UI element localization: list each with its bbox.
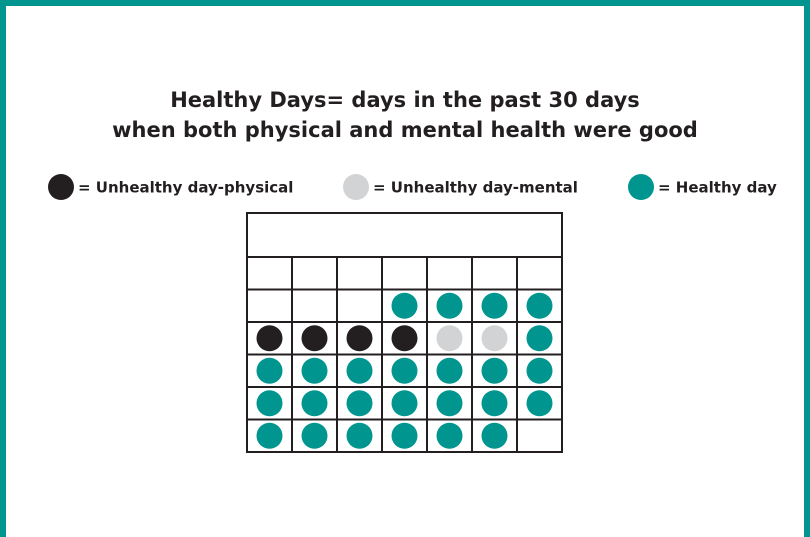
calendar-outline [246, 212, 563, 453]
day-dot [436, 292, 463, 319]
calendar [246, 212, 563, 453]
title-line: Healthy Days= days in the past 30 days [170, 88, 640, 112]
day-dot [526, 325, 553, 352]
day-dot [301, 422, 328, 449]
day-dot [526, 390, 553, 417]
day-dot [391, 422, 418, 449]
day-dot [391, 390, 418, 417]
day-dot [301, 390, 328, 417]
day-dot [436, 422, 463, 449]
day-dot [481, 357, 508, 384]
day-dot [436, 325, 463, 352]
day-dot [256, 390, 283, 417]
day-dot [526, 292, 553, 319]
day-dot [481, 422, 508, 449]
day-dot [391, 357, 418, 384]
legend-swatch [343, 174, 369, 200]
day-dot [256, 357, 283, 384]
day-dot [346, 390, 373, 417]
day-dot [301, 325, 328, 352]
day-dot [481, 292, 508, 319]
day-dot [391, 325, 418, 352]
day-dot [346, 325, 373, 352]
day-dot [436, 390, 463, 417]
title-line: when both physical and mental health wer… [112, 118, 698, 142]
day-dot [526, 357, 553, 384]
legend-swatch [628, 174, 654, 200]
legend-label: = Unhealthy day-mental [373, 179, 578, 197]
day-dot [391, 292, 418, 319]
day-dot [301, 357, 328, 384]
day-dot [256, 422, 283, 449]
day-dot [436, 357, 463, 384]
day-dot [346, 357, 373, 384]
day-dot [346, 422, 373, 449]
day-dot [481, 390, 508, 417]
legend: = Unhealthy day-physical = Unhealthy day-… [48, 174, 777, 200]
legend-label: = Healthy day [658, 179, 777, 197]
day-dot [481, 325, 508, 352]
day-dot [256, 325, 283, 352]
legend-label: = Unhealthy day-physical [78, 179, 293, 197]
legend-swatch [48, 174, 74, 200]
